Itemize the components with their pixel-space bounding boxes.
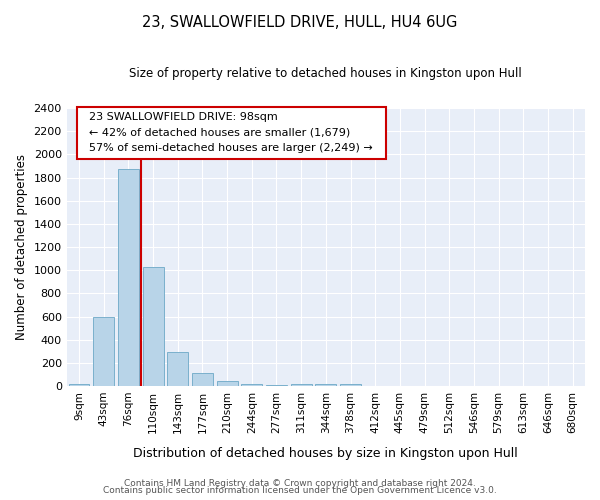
Text: 23 SWALLOWFIELD DRIVE: 98sqm  
  ← 42% of detached houses are smaller (1,679)  
: 23 SWALLOWFIELD DRIVE: 98sqm ← 42% of de… xyxy=(82,112,380,154)
Text: 23, SWALLOWFIELD DRIVE, HULL, HU4 6UG: 23, SWALLOWFIELD DRIVE, HULL, HU4 6UG xyxy=(142,15,458,30)
Text: Contains HM Land Registry data © Crown copyright and database right 2024.: Contains HM Land Registry data © Crown c… xyxy=(124,478,476,488)
Bar xyxy=(143,267,164,386)
Bar xyxy=(68,384,89,386)
Y-axis label: Number of detached properties: Number of detached properties xyxy=(15,154,28,340)
Title: Size of property relative to detached houses in Kingston upon Hull: Size of property relative to detached ho… xyxy=(130,68,522,80)
Text: Contains public sector information licensed under the Open Government Licence v3: Contains public sector information licen… xyxy=(103,486,497,495)
X-axis label: Distribution of detached houses by size in Kingston upon Hull: Distribution of detached houses by size … xyxy=(133,447,518,460)
Bar xyxy=(340,384,361,386)
Bar xyxy=(167,352,188,386)
Bar xyxy=(290,384,311,386)
Bar xyxy=(217,380,238,386)
Bar xyxy=(241,384,262,386)
Bar xyxy=(93,316,114,386)
Bar xyxy=(316,384,337,386)
Bar xyxy=(118,170,139,386)
Bar xyxy=(266,384,287,386)
Bar xyxy=(192,373,213,386)
